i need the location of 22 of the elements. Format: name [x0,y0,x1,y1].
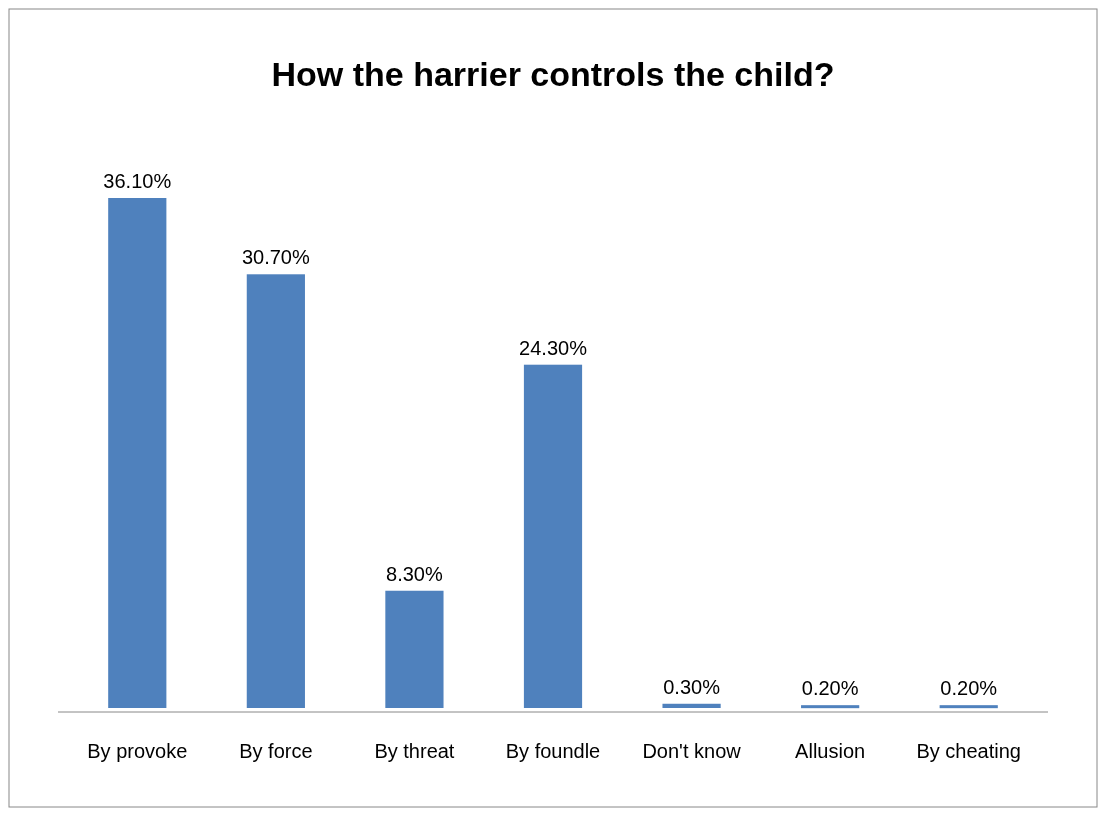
x-tick-label: By threat [374,740,455,762]
x-tick-label: By provoke [87,740,188,762]
data-label: 36.10% [103,170,172,192]
data-label: 0.20% [940,677,998,700]
bar [801,705,860,709]
bar [385,590,444,708]
bar [108,198,167,708]
x-tick-label: By cheating [916,740,1021,762]
bar [662,703,721,708]
data-label: 0.20% [801,677,859,700]
bar [939,705,998,709]
chart-title: How the harrier controls the child? [271,55,835,93]
x-tick-label: Allusion [795,740,866,762]
x-tick-label: By foundle [505,740,601,762]
data-label: 24.30% [519,336,588,359]
data-label: 0.30% [663,675,721,698]
x-tick-label: Don't know [642,740,742,762]
data-label: 8.30% [386,562,443,585]
bar [523,364,583,708]
x-tick-label: By force [239,740,313,762]
data-label: 30.70% [241,246,310,269]
bar [246,274,305,708]
